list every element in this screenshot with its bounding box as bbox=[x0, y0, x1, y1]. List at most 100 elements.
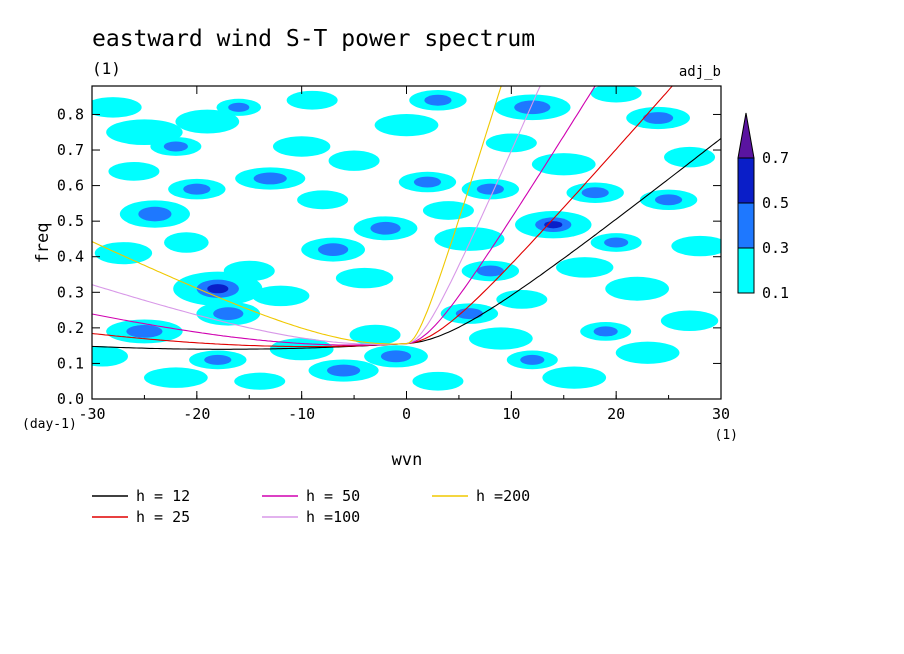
shade-blob bbox=[349, 324, 401, 346]
y-tick-label: 0.7 bbox=[57, 141, 84, 159]
x-tick-label: 0 bbox=[402, 405, 411, 423]
shade-blob bbox=[422, 201, 474, 220]
shade-blob-core bbox=[643, 112, 674, 124]
y-axis-ticks: 0.0 0.1 0.2 0.3 0.4 0.5 0.6 0.7 0.8 bbox=[57, 105, 721, 408]
colorbar-max-arrow bbox=[737, 112, 755, 159]
chart-tag: adj_b bbox=[679, 64, 721, 80]
shade-blob-core bbox=[228, 102, 250, 112]
shade-blob bbox=[164, 232, 209, 253]
x-tick-label: 30 bbox=[712, 405, 730, 423]
x-tick-label: 20 bbox=[607, 405, 625, 423]
legend-label: h = 25 bbox=[136, 508, 190, 526]
shade-blob bbox=[92, 346, 128, 367]
shade-blob-core bbox=[476, 265, 504, 277]
y-axis-unit: (day-1) bbox=[22, 417, 77, 432]
shade-blob bbox=[272, 136, 331, 157]
legend: h = 12 h = 25 h = 50 h =100 h =200 bbox=[92, 487, 530, 526]
x-axis-unit: (1) bbox=[715, 428, 738, 443]
y-tick-label: 0.1 bbox=[57, 354, 84, 372]
shade-blob bbox=[615, 341, 680, 364]
shade-blob bbox=[143, 367, 208, 388]
colorbar-swatch bbox=[737, 247, 755, 294]
shade-blob-peak bbox=[207, 284, 229, 294]
shade-blob-core bbox=[424, 94, 452, 106]
shade-blob bbox=[328, 150, 380, 171]
shade-blob bbox=[605, 276, 670, 301]
shade-blob bbox=[297, 190, 349, 210]
y-axis-label: freq bbox=[33, 223, 53, 264]
shade-blob-core bbox=[213, 307, 244, 321]
dispersion-curve-h200 bbox=[92, 86, 502, 345]
shade-blob-core bbox=[253, 172, 287, 185]
x-tick-label: -10 bbox=[288, 405, 315, 423]
x-axis-label: wvn bbox=[392, 450, 423, 470]
x-tick-label: -20 bbox=[183, 405, 210, 423]
chart-subtitle: (1) bbox=[92, 59, 121, 78]
shade-blob-core bbox=[520, 354, 545, 365]
shade-blob bbox=[660, 310, 719, 331]
shade-blob bbox=[175, 109, 240, 134]
shade-blob bbox=[542, 366, 607, 389]
y-tick-label: 0.6 bbox=[57, 177, 84, 195]
shade-blob bbox=[556, 257, 614, 278]
shade-blob bbox=[252, 285, 310, 307]
colorbar-level-label: 0.3 bbox=[762, 239, 789, 257]
shade-blob-core bbox=[370, 221, 401, 235]
shade-blob bbox=[468, 327, 533, 350]
shade-blob bbox=[434, 226, 505, 251]
colorbar: 0.1 0.3 0.5 0.7 bbox=[737, 112, 789, 302]
shade-blob-core bbox=[380, 350, 412, 363]
shade-blob bbox=[590, 86, 642, 103]
chart-title: eastward wind S-T power spectrum bbox=[92, 26, 535, 52]
shade-blob-peak bbox=[544, 221, 563, 229]
y-tick-label: 0.5 bbox=[57, 212, 84, 230]
shade-blob-core bbox=[476, 183, 504, 195]
x-axis-ticks: -30 -20 -10 0 10 20 30 bbox=[78, 86, 730, 423]
shade-blob-core bbox=[204, 354, 232, 365]
y-tick-label: 0.0 bbox=[57, 390, 84, 408]
shade-blob-core bbox=[604, 237, 629, 248]
shade-blob-core bbox=[326, 364, 361, 377]
x-tick-label: -30 bbox=[78, 405, 105, 423]
y-tick-label: 0.2 bbox=[57, 319, 84, 337]
shade-blob bbox=[335, 267, 394, 289]
shade-blob-core bbox=[514, 100, 551, 115]
shading-layer bbox=[92, 86, 721, 391]
shade-blob bbox=[269, 338, 334, 361]
shade-blob-core bbox=[183, 183, 211, 195]
legend-label: h = 50 bbox=[306, 487, 360, 505]
shade-blob-core bbox=[455, 308, 483, 320]
y-tick-label: 0.4 bbox=[57, 248, 84, 266]
shade-blob-core bbox=[413, 176, 442, 188]
shade-blob bbox=[664, 146, 716, 168]
colorbar-swatch bbox=[737, 202, 755, 249]
shade-blob bbox=[531, 153, 596, 176]
legend-label: h =200 bbox=[476, 487, 530, 505]
y-tick-label: 0.3 bbox=[57, 283, 84, 301]
shade-blob-core bbox=[593, 326, 618, 337]
shade-blob-core bbox=[318, 243, 349, 256]
shade-blob bbox=[671, 235, 721, 257]
shade-blob bbox=[108, 161, 160, 181]
shade-blob bbox=[92, 97, 142, 118]
shade-blob-core bbox=[126, 325, 163, 338]
shade-blob-core bbox=[163, 141, 188, 152]
shade-blob-core bbox=[138, 206, 172, 222]
colorbar-swatch bbox=[737, 157, 755, 204]
shade-blob bbox=[223, 260, 275, 282]
shade-blob-core bbox=[654, 194, 683, 206]
colorbar-level-label: 0.1 bbox=[762, 284, 789, 302]
shade-blob bbox=[94, 242, 153, 265]
shade-blob bbox=[234, 372, 286, 390]
colorbar-level-label: 0.5 bbox=[762, 194, 789, 212]
x-tick-label: 10 bbox=[502, 405, 520, 423]
y-tick-label: 0.8 bbox=[57, 105, 84, 123]
dispersion-curves bbox=[92, 86, 721, 350]
legend-label: h =100 bbox=[306, 508, 360, 526]
colorbar-level-label: 0.7 bbox=[762, 149, 789, 167]
shade-blob bbox=[286, 90, 338, 110]
shade-blob bbox=[412, 371, 464, 391]
shade-blob-core bbox=[581, 187, 609, 199]
shade-blob bbox=[485, 133, 537, 153]
